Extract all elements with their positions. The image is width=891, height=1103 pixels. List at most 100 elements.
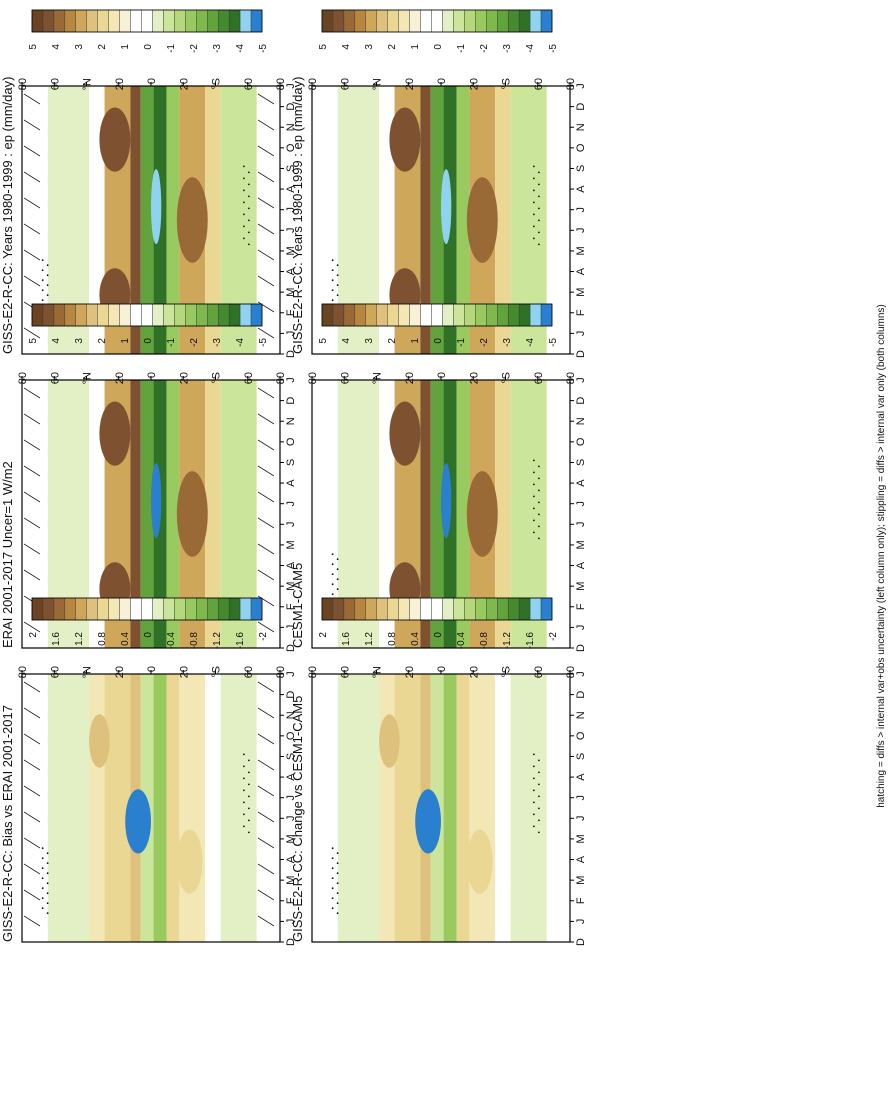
contour-blob <box>415 789 441 854</box>
hatch-line <box>257 387 275 399</box>
x-tick-label: N <box>575 123 587 131</box>
colorbar-swatch <box>250 597 263 621</box>
contour-band <box>456 86 470 354</box>
x-tick-label: A <box>575 267 587 275</box>
stipple-dot <box>242 765 245 768</box>
contour-band <box>130 380 141 648</box>
stipple-dot <box>331 259 334 262</box>
x-tick-label: F <box>285 603 297 610</box>
colorbar-swatch <box>518 597 531 621</box>
y-tick-label: °N <box>82 78 94 90</box>
hatch-line <box>257 811 275 823</box>
stipple-dot <box>247 831 250 834</box>
y-tick-label: 0 <box>436 666 448 672</box>
colorbar-swatch <box>376 597 388 621</box>
x-tick-label: A <box>285 561 297 569</box>
x-tick-label: O <box>575 731 587 740</box>
colorbar-swatch <box>64 303 77 327</box>
colorbar-swatch <box>343 9 356 33</box>
colorbar-tick-label: 4 <box>341 338 352 344</box>
stipple-dot <box>537 783 540 786</box>
colorbar-swatch <box>53 9 66 33</box>
colorbar-swatch <box>387 303 399 327</box>
y-tick-label: 80 <box>17 372 29 384</box>
x-tick-label: F <box>575 309 587 316</box>
x-tick-label: A <box>285 185 297 193</box>
hatch-line <box>23 197 41 209</box>
stipple-dot <box>242 225 245 228</box>
contour-band <box>89 674 105 942</box>
colorbar-tick-label: 1 <box>120 338 131 344</box>
contour-blob <box>89 714 110 768</box>
colorbar-swatch <box>420 9 432 33</box>
stipple-dot <box>537 219 540 222</box>
contour-blob <box>176 471 208 557</box>
stipple-dot <box>242 753 245 756</box>
y-tick-label: 80 <box>307 372 319 384</box>
y-tick-label: 60 <box>243 78 255 90</box>
y-tick-label: 20 <box>178 372 190 384</box>
colorbar-tick-label: -0.8 <box>479 632 490 650</box>
colorbar-swatch <box>207 303 219 327</box>
colorbar-swatch <box>163 303 175 327</box>
colorbar-tick-label: -3 <box>212 44 223 53</box>
colorbar-tick-label: -2 <box>479 44 490 53</box>
colorbar-tick-label: 1.6 <box>51 632 62 646</box>
hatch-line <box>257 439 275 451</box>
contour-band <box>130 86 141 354</box>
x-tick-label: D <box>575 644 587 652</box>
colorbar-swatch <box>228 9 241 33</box>
colorbar-swatch <box>31 9 44 33</box>
colorbar-frame <box>31 303 263 327</box>
y-tick-label: 60 <box>243 666 255 678</box>
colorbar-swatch <box>42 9 55 33</box>
y-tick-label: 0 <box>436 78 448 84</box>
colorbar-tick-label: -4 <box>525 338 536 347</box>
contour-blob <box>466 471 498 557</box>
hatch-line <box>257 569 275 581</box>
colorbar-swatch <box>431 303 443 327</box>
x-tick-label: M <box>285 834 297 843</box>
colorbar-swatch <box>540 9 553 33</box>
contour-band <box>394 674 421 942</box>
stipple-dot <box>532 189 535 192</box>
colorbar-swatch <box>354 303 367 327</box>
stipple-dot <box>242 789 245 792</box>
contour-blob <box>379 714 400 768</box>
y-tick-label: 60 <box>339 666 351 678</box>
hatch-line <box>257 543 275 555</box>
stipple-dot <box>532 237 535 240</box>
x-tick-label: A <box>285 855 297 863</box>
stipple-dot <box>242 237 245 240</box>
x-tick-label: D <box>575 397 587 405</box>
stipple-dot <box>331 867 334 870</box>
colorbar-swatch <box>529 303 542 327</box>
y-tick-label: 80 <box>275 78 287 90</box>
x-tick-label: J <box>285 228 297 234</box>
stipple-dot <box>336 264 339 267</box>
stipple-dot <box>46 294 49 297</box>
stipple-dot <box>247 783 250 786</box>
colorbar-tick-label: 2 <box>28 632 39 638</box>
contour-band <box>456 674 470 942</box>
colorbar-tick-label: 4 <box>51 44 62 50</box>
colorbar-tick-label: -5 <box>548 44 559 53</box>
stipple-dot <box>242 777 245 780</box>
stipple-dot <box>532 519 535 522</box>
colorbar-swatch <box>332 597 345 621</box>
contour-band <box>22 674 48 942</box>
panels: GISS-E2-R-CC: Years 1980-1999 : ep (mm/d… <box>0 9 587 946</box>
contour-band <box>179 674 206 942</box>
stipple-dot <box>336 902 339 905</box>
stipple-dot <box>532 495 535 498</box>
colorbar-tick-label: -0.4 <box>456 632 467 650</box>
hatch-line <box>257 889 275 901</box>
x-tick-label: J <box>285 501 297 507</box>
x-tick-label: J <box>575 522 587 528</box>
y-tick-label: 60 <box>49 78 61 90</box>
stipple-dot <box>46 872 49 875</box>
stipple-dot <box>46 912 49 915</box>
chart-title: CESM1-CAM5 <box>290 563 305 648</box>
x-tick-label: M <box>575 582 587 591</box>
colorbar-swatch <box>453 9 465 33</box>
